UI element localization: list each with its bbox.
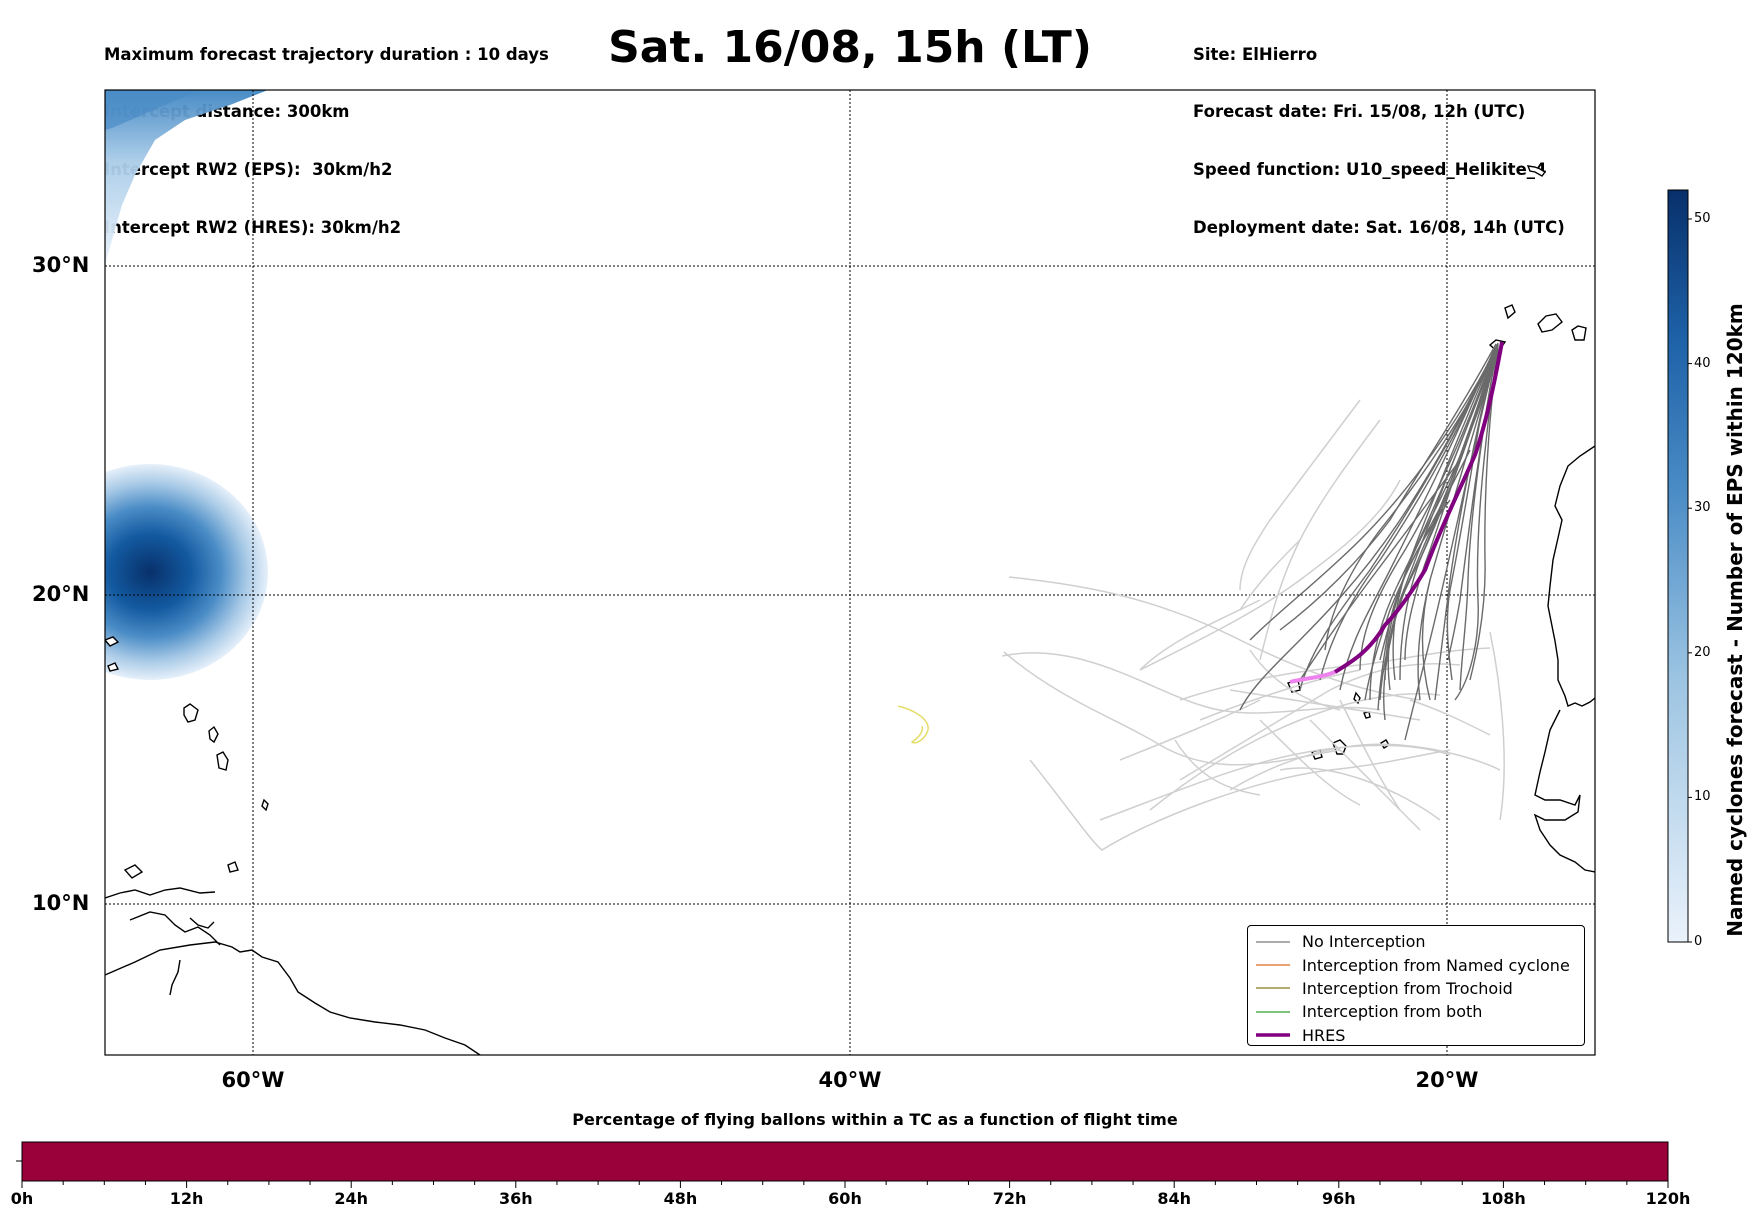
timebar-tick-label: 12h [169, 1189, 204, 1208]
max-duration-text: Maximum forecast trajectory duration : 1… [104, 44, 549, 64]
legend-item-both: Interception from both [1256, 1000, 1584, 1023]
off-run-trajectory [897, 705, 929, 744]
timebar-tick-label: 108h [1480, 1189, 1526, 1208]
colorbar-label: Named cyclones forecast - Number of EPS … [1723, 303, 1747, 937]
forecast-date-text: Forecast date: Fri. 15/08, 12h (UTC) [1193, 102, 1526, 122]
map-legend: No Interception Interception from Named … [1247, 925, 1585, 1046]
legend-item-no-interception: No Interception [1256, 930, 1584, 953]
lon-label-40w: 40°W [818, 1068, 882, 1092]
lon-label-20w: 20°W [1415, 1068, 1479, 1092]
timebar-tick-marks [21, 1181, 1669, 1188]
lat-label-20n: 20°N [32, 582, 90, 606]
timebar-tick-label: 48h [663, 1189, 698, 1208]
page-title: Sat. 16/08, 15h (LT) [608, 22, 1092, 73]
colorbar-tick-marks [1688, 218, 1692, 943]
colorbar-gradient [1667, 189, 1689, 943]
islands [105, 165, 1587, 879]
grid-lines [105, 90, 1595, 1055]
lon-label-60w: 60°W [221, 1068, 285, 1092]
cyclone-density-top-core [105, 90, 200, 130]
timebar-tick-label: 36h [498, 1189, 533, 1208]
timebar-fill [21, 1141, 1669, 1182]
timebar-tick-label: 60h [828, 1189, 862, 1208]
lat-label-30n: 30°N [32, 253, 90, 277]
hres-trajectory [1333, 341, 1504, 674]
lat-label-10n: 10°N [32, 891, 90, 915]
colorbar-tick-label: 40 [1694, 356, 1711, 371]
legend-item-hres: HRES [1256, 1024, 1584, 1047]
timebar-tick-label: 84h [1157, 1189, 1192, 1208]
legend-label: No Interception [1302, 932, 1426, 952]
legend-line-icon [1256, 1033, 1290, 1037]
legend-line-icon [1256, 964, 1290, 966]
legend-label: Interception from Trochoid [1302, 978, 1513, 998]
timebar-tick-label: 120h [1645, 1189, 1691, 1208]
timebar-tick-label: 72h [992, 1189, 1027, 1208]
timebar-tick-label: 24h [334, 1189, 369, 1208]
intercept-hres-text: Intercept RW2 (HRES): 30km/h2 [104, 218, 402, 238]
legend-label: Interception from both [1302, 1002, 1483, 1022]
deployment-date-text: Deployment date: Sat. 16/08, 14h (UTC) [1193, 218, 1565, 238]
speed-function-text: Speed function: U10_speed_Helikite_4 [1193, 160, 1547, 180]
colorbar-tick-label: 0 [1694, 934, 1703, 949]
legend-line-icon [1256, 987, 1290, 990]
colorbar-tick-label: 50 [1694, 211, 1711, 226]
timebar-tick-label: 96h [1321, 1189, 1356, 1208]
legend-line-icon [1256, 1011, 1290, 1013]
map-area [105, 90, 1595, 1055]
map-frame [104, 89, 1596, 1056]
colorbar-tick-label: 30 [1694, 500, 1711, 515]
timebar-tick-label: 0h [10, 1189, 34, 1208]
legend-label: Interception from Named cyclone [1302, 955, 1570, 975]
colorbar-tick-label: 20 [1694, 645, 1711, 660]
coastlines [105, 445, 1595, 1055]
legend-item-trochoid: Interception from Trochoid [1256, 977, 1584, 1000]
colorbar-tick-label: 10 [1694, 789, 1711, 804]
legend-line-icon [1256, 941, 1290, 943]
timebar-title: Percentage of flying ballons within a TC… [572, 1110, 1178, 1129]
header-right-info: Site: ElHierro Forecast date: Fri. 15/08… [1193, 6, 1565, 257]
cyclone-density-blob [105, 464, 268, 680]
site-text: Site: ElHierro [1193, 44, 1318, 64]
eps-trajectories-light [1001, 399, 1505, 851]
legend-item-named-cyclone: Interception from Named cyclone [1256, 953, 1584, 976]
legend-label: HRES [1302, 1025, 1346, 1045]
cyclone-density-top [105, 90, 268, 265]
hres-trajectory-tail [1289, 670, 1336, 684]
